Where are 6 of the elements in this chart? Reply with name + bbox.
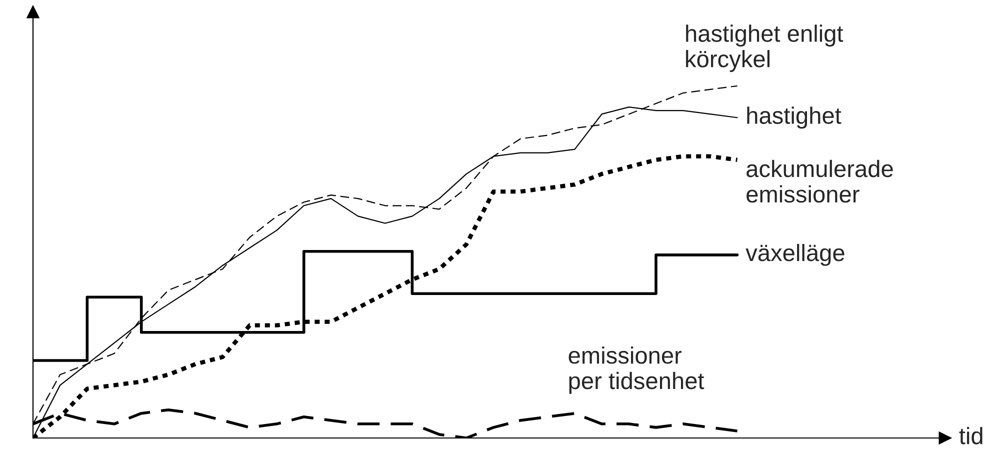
series-label: emissioner per tidsenhet <box>568 346 704 394</box>
series-label: hastighet <box>747 106 842 129</box>
series-label: hastighet enligt körcykel <box>686 24 844 72</box>
text: tid <box>959 426 982 444</box>
series-label: ackumulerade emissioner <box>746 160 893 203</box>
series-label: växelläge <box>746 244 844 266</box>
